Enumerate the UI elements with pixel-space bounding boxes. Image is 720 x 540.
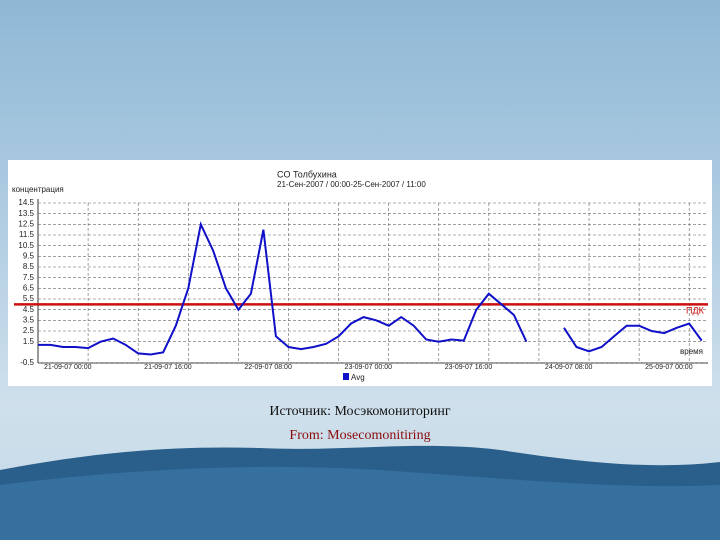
- x-tick-label: 22-09-07 08:00: [244, 364, 292, 371]
- source-en: From: Mosecomonitiring: [289, 428, 430, 443]
- x-tick-label: 21-09-07 00:00: [44, 364, 92, 371]
- series-line: [38, 221, 528, 356]
- y-tick-label: 10.5: [18, 241, 34, 250]
- x-axis-label: время: [680, 347, 703, 356]
- y-tick-label: 4.5: [23, 305, 35, 314]
- y-axis-label: концентрация: [12, 185, 64, 194]
- y-tick-label: 1.5: [23, 337, 35, 346]
- series-line: [563, 322, 703, 353]
- y-tick-label: 5.5: [23, 294, 35, 303]
- y-tick-label: 11.5: [19, 230, 35, 239]
- x-tick-label: 25-09-07 00:00: [645, 364, 693, 371]
- y-tick-label: 13.5: [18, 209, 34, 218]
- y-tick-label: 12.5: [18, 219, 34, 228]
- x-tick-label: 23-09-07 16:00: [445, 364, 493, 371]
- y-tick-label: 9.5: [23, 251, 35, 260]
- y-tick-label: 8.5: [23, 262, 35, 271]
- threshold-label: ПДК: [686, 306, 705, 316]
- chart-panel: [8, 160, 712, 386]
- y-tick-label: 14.5: [18, 198, 34, 207]
- x-tick-label: 23-09-07 00:00: [345, 364, 393, 371]
- chart-title: CO Толбухина: [277, 169, 337, 179]
- x-tick-label: 21-09-07 16:00: [144, 364, 192, 371]
- source-ru: Источник: Мосэкомониторинг: [269, 404, 451, 419]
- chart-subtitle: 21-Сен-2007 / 00:00-25-Сен-2007 / 11:00: [277, 180, 426, 189]
- x-tick-label: 24-09-07 08:00: [545, 364, 593, 371]
- legend-label: Avg: [351, 373, 365, 382]
- mountain-shade: [0, 466, 720, 540]
- y-tick-label: 2.5: [23, 326, 35, 335]
- y-tick-label: 3.5: [23, 315, 35, 324]
- legend-swatch: [343, 373, 349, 380]
- y-tick-label: 7.5: [23, 273, 35, 282]
- y-tick-label: 6.5: [23, 283, 35, 292]
- y-tick-label: -0.5: [20, 358, 34, 367]
